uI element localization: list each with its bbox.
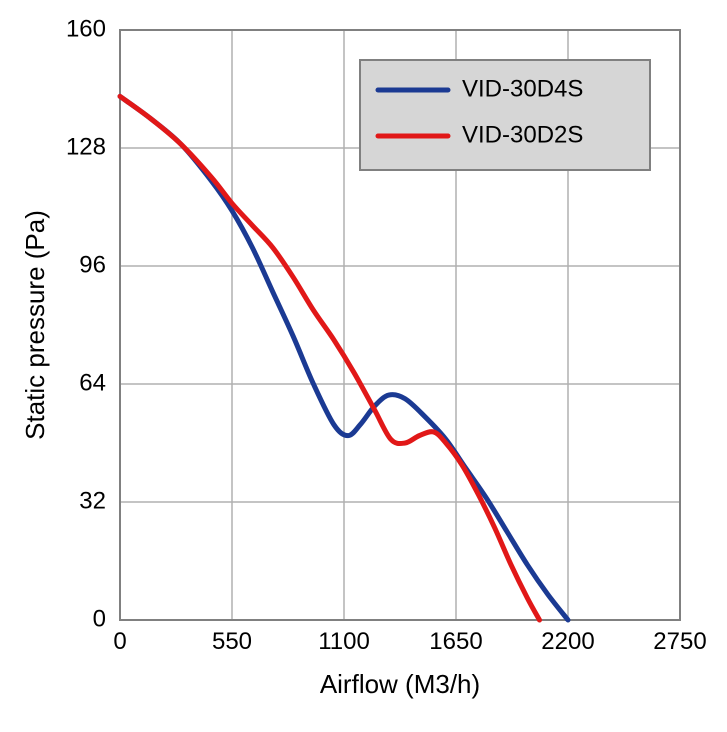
x-tick-label: 1100 bbox=[318, 628, 370, 655]
y-tick-label: 128 bbox=[66, 133, 106, 160]
y-tick-label: 64 bbox=[79, 369, 106, 396]
x-tick-label: 0 bbox=[113, 628, 126, 655]
x-tick-label: 550 bbox=[212, 628, 252, 655]
legend-label: VID-30D4S bbox=[462, 75, 583, 102]
y-tick-label: 160 bbox=[66, 15, 106, 42]
x-axis-label: Airflow (M3/h) bbox=[320, 669, 480, 699]
x-tick-label: 2750 bbox=[653, 628, 706, 655]
legend-label: VID-30D2S bbox=[462, 121, 583, 148]
y-tick-label: 96 bbox=[79, 251, 106, 278]
y-axis-label: Static pressure (Pa) bbox=[20, 210, 50, 440]
y-tick-label: 32 bbox=[79, 487, 106, 514]
x-tick-label: 2200 bbox=[541, 628, 594, 655]
y-tick-label: 0 bbox=[93, 605, 106, 632]
fan-curve-chart: 0 550 1100 1650 2200 2750 0 32 64 96 128 160 VID-30D… bbox=[0, 0, 727, 732]
x-tick-label: 1650 bbox=[429, 628, 482, 655]
